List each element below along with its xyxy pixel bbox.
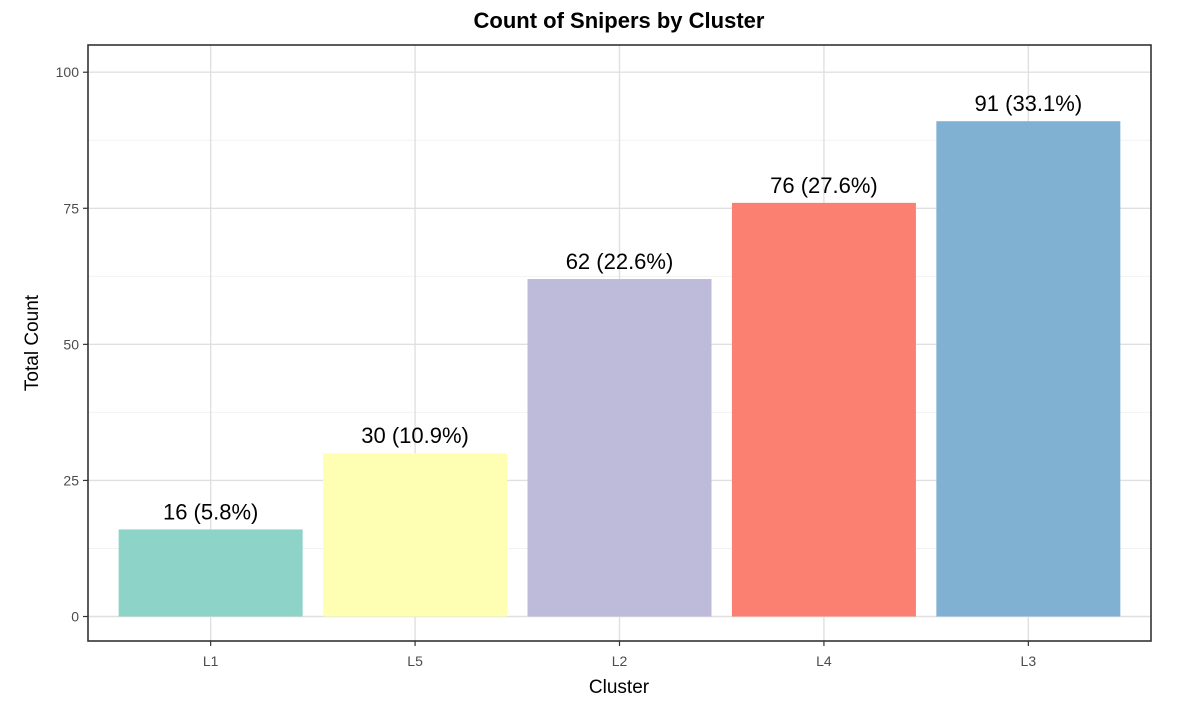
x-tick-label: L5 xyxy=(407,653,423,669)
y-tick-label: 100 xyxy=(56,64,80,80)
chart-title: Count of Snipers by Cluster xyxy=(474,8,765,33)
x-tick-label: L4 xyxy=(816,653,832,669)
x-tick-label: L1 xyxy=(203,653,219,669)
x-tick-label: L3 xyxy=(1021,653,1037,669)
y-tick-label: 75 xyxy=(63,200,79,216)
bar-l5 xyxy=(323,453,508,617)
bar-l1 xyxy=(118,529,303,617)
plot-panel: 16 (5.8%) 30 (10.9%) 62 (22.6%) 76 (27.6%) 9… xyxy=(87,44,1152,642)
data-label-l3: 91 (33.1%) xyxy=(975,91,1083,116)
data-label-l2: 62 (22.6%) xyxy=(566,249,674,274)
y-axis: 0 25 50 75 100 xyxy=(56,64,88,625)
bar-l3 xyxy=(936,121,1121,617)
x-tick-label: L2 xyxy=(612,653,628,669)
bar-l2 xyxy=(527,279,712,617)
x-axis: L1 L5 L2 L4 L3 xyxy=(203,641,1036,669)
data-labels: 16 (5.8%) 30 (10.9%) 62 (22.6%) 76 (27.6%) 9… xyxy=(163,91,1082,524)
y-tick-label: 0 xyxy=(71,609,79,625)
data-label-l5: 30 (10.9%) xyxy=(361,423,469,448)
bars xyxy=(118,121,1121,617)
y-axis-title: Total Count xyxy=(22,294,43,391)
y-tick-label: 25 xyxy=(63,472,79,488)
bar-l4 xyxy=(731,202,916,617)
y-tick-label: 50 xyxy=(63,336,79,352)
data-label-l4: 76 (27.6%) xyxy=(770,173,878,198)
x-axis-title: Cluster xyxy=(589,677,650,698)
data-label-l1: 16 (5.8%) xyxy=(163,499,258,524)
